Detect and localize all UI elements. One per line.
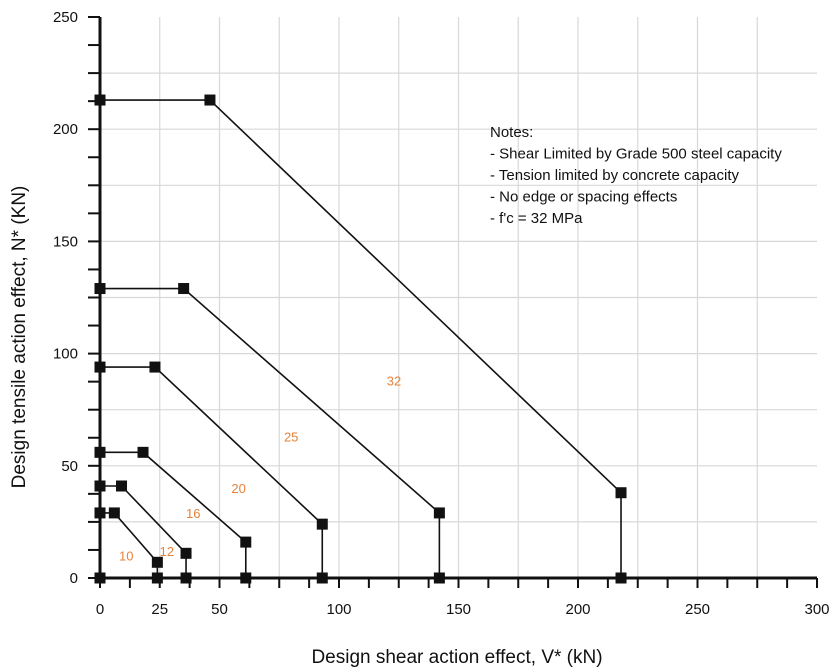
data-point bbox=[94, 361, 106, 373]
x-tick-label: 300 bbox=[804, 601, 829, 618]
series-line bbox=[100, 512, 159, 579]
y-tick-label: 100 bbox=[53, 346, 78, 363]
series-label: 16 bbox=[186, 506, 200, 521]
note-line: - f'c = 32 MPa bbox=[490, 210, 583, 227]
y-tick-label: 150 bbox=[53, 233, 78, 250]
data-point bbox=[615, 572, 627, 584]
x-tick-label: 200 bbox=[565, 601, 590, 618]
grid bbox=[100, 17, 817, 578]
series-label: 12 bbox=[160, 544, 174, 559]
x-axis-title: Design shear action effect, V* (kN) bbox=[311, 647, 602, 668]
y-tick-label: 200 bbox=[53, 121, 78, 138]
notes-block: Notes: - Shear Limited by Grade 500 steel… bbox=[490, 124, 782, 227]
series-line bbox=[100, 485, 187, 579]
data-point bbox=[180, 547, 192, 559]
y-tick-label: 0 bbox=[70, 570, 78, 587]
note-line: - Tension limited by concrete capacity bbox=[490, 167, 740, 184]
series-layer: 10 12 16 20 25 32 bbox=[94, 94, 627, 584]
x-tick-label: 100 bbox=[326, 601, 351, 618]
data-point bbox=[137, 446, 149, 458]
data-point bbox=[108, 507, 120, 519]
y-tick-label: 250 bbox=[53, 9, 78, 26]
x-tick-label: 50 bbox=[211, 601, 228, 618]
series-25: 25 bbox=[94, 283, 445, 584]
series-label: 10 bbox=[119, 549, 133, 564]
data-point bbox=[94, 446, 106, 458]
data-point bbox=[615, 487, 627, 499]
note-line: - Shear Limited by Grade 500 steel capac… bbox=[490, 146, 782, 163]
data-point bbox=[94, 507, 106, 519]
data-point bbox=[433, 507, 445, 519]
series-label: 25 bbox=[284, 430, 298, 445]
data-point bbox=[316, 518, 328, 530]
data-point bbox=[94, 283, 106, 295]
data-point bbox=[240, 536, 252, 548]
data-point bbox=[149, 361, 161, 373]
series-12: 12 bbox=[94, 480, 192, 584]
x-tick-label: 25 bbox=[151, 601, 168, 618]
x-tick-label: 150 bbox=[446, 601, 471, 618]
series-32: 32 bbox=[94, 94, 627, 584]
data-point bbox=[204, 94, 216, 106]
data-point bbox=[94, 94, 106, 106]
series-line bbox=[100, 287, 441, 579]
x-tick-label: 250 bbox=[685, 601, 710, 618]
note-line: Notes: bbox=[490, 124, 533, 141]
series-line bbox=[100, 366, 324, 579]
series-label: 32 bbox=[387, 374, 401, 389]
y-tick-label: 50 bbox=[61, 458, 78, 475]
series-label: 20 bbox=[231, 481, 245, 496]
x-tick-label: 0 bbox=[96, 601, 104, 618]
data-point bbox=[151, 556, 163, 568]
y-axis-title: Design tensile action effect, N* (KN) bbox=[9, 186, 30, 489]
data-point bbox=[178, 283, 190, 295]
data-point bbox=[94, 480, 106, 492]
data-point bbox=[116, 480, 128, 492]
data-point bbox=[94, 572, 106, 584]
note-line: - No edge or spacing effects bbox=[490, 189, 677, 206]
